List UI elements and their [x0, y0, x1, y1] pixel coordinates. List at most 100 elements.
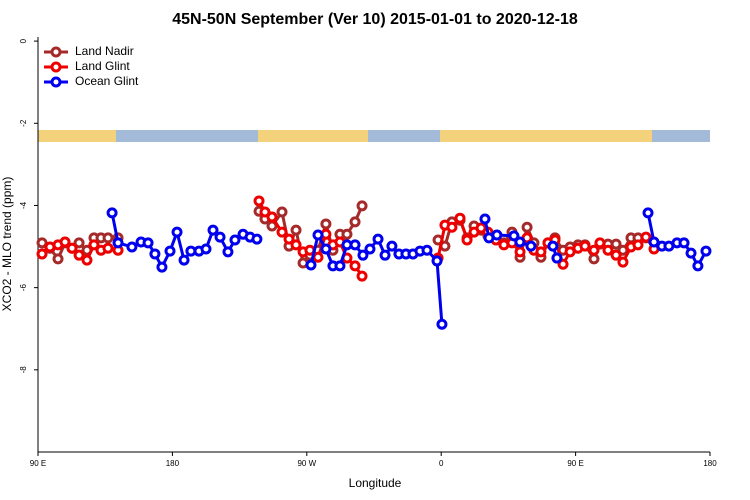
data-point — [356, 200, 368, 212]
data-point — [446, 221, 458, 233]
data-point — [59, 236, 71, 248]
data-point — [102, 242, 114, 254]
y-tick-label: -8 — [19, 366, 28, 374]
x-tick-label: 180 — [166, 459, 180, 468]
y-tick-label: 0 — [19, 38, 28, 43]
data-point — [610, 238, 622, 250]
data-point — [149, 248, 161, 260]
data-point — [632, 239, 644, 251]
data-point — [229, 234, 241, 246]
y-tick-label: -6 — [19, 284, 28, 292]
data-point — [372, 233, 384, 245]
x-tick-label: 0 — [439, 459, 444, 468]
data-point — [525, 240, 537, 252]
data-point — [588, 244, 600, 256]
data-point — [678, 237, 690, 249]
data-point — [514, 236, 526, 248]
data-point — [594, 237, 606, 249]
legend-marker — [50, 61, 62, 73]
data-point — [178, 254, 190, 266]
data-point — [66, 242, 78, 254]
data-point — [588, 253, 600, 265]
legend-marker — [50, 46, 62, 58]
legend-label: Ocean Glint — [75, 74, 139, 88]
data-point — [557, 258, 569, 270]
land-band — [258, 130, 368, 142]
data-point — [164, 245, 176, 257]
data-point — [547, 240, 559, 252]
data-point — [521, 221, 533, 233]
data-point — [479, 213, 491, 225]
data-point — [349, 216, 361, 228]
data-point — [222, 246, 234, 258]
data-point — [156, 261, 168, 273]
data-point — [685, 247, 697, 259]
x-tick-label: 90 E — [567, 459, 583, 468]
x-axis-label: Longitude — [349, 476, 402, 490]
chart-title: 45N-50N September (Ver 10) 2015-01-01 to… — [172, 11, 578, 28]
data-point — [259, 206, 271, 218]
land-band — [38, 130, 116, 142]
y-tick-label: -4 — [19, 201, 28, 209]
series — [106, 207, 712, 330]
data-point — [491, 229, 503, 241]
data-point — [356, 270, 368, 282]
data-point — [508, 230, 520, 242]
legend-marker — [50, 76, 62, 88]
data-point — [617, 256, 629, 268]
y-axis-label: XCO2 - MLO trend (ppm) — [0, 177, 14, 312]
data-point — [431, 255, 443, 267]
data-point — [106, 207, 118, 219]
y-tick-label: -2 — [19, 119, 28, 127]
data-point — [700, 245, 712, 257]
data-point — [266, 211, 278, 223]
data-point — [454, 212, 466, 224]
data-point — [312, 229, 324, 241]
data-point — [642, 207, 654, 219]
x-tick-label: 90 W — [297, 459, 316, 468]
data-point — [73, 237, 85, 249]
data-point — [112, 237, 124, 249]
data-point — [349, 260, 361, 272]
data-point — [290, 224, 302, 236]
land-band — [440, 130, 652, 142]
data-point — [73, 249, 85, 261]
data-point — [421, 244, 433, 256]
data-point — [334, 260, 346, 272]
data-point — [276, 226, 288, 238]
x-tick-label: 180 — [703, 459, 717, 468]
data-point — [320, 243, 332, 255]
data-point — [253, 195, 265, 207]
data-point — [171, 226, 183, 238]
data-point — [341, 228, 353, 240]
data-point — [461, 234, 473, 246]
data-point — [357, 249, 369, 261]
data-point — [648, 236, 660, 248]
data-point — [610, 249, 622, 261]
data-point — [436, 318, 448, 330]
data-point — [305, 259, 317, 271]
data-point — [602, 244, 614, 256]
data-point — [551, 252, 563, 264]
data-point — [102, 232, 114, 244]
data-point — [36, 248, 48, 260]
data-point — [283, 233, 295, 245]
legend-label: Land Glint — [75, 59, 130, 73]
data-point — [386, 240, 398, 252]
data-point — [290, 239, 302, 251]
data-point — [36, 237, 48, 249]
data-point — [535, 246, 547, 258]
data-point — [142, 237, 154, 249]
data-point — [276, 206, 288, 218]
data-point — [52, 253, 64, 265]
data-point — [364, 243, 376, 255]
data-point — [349, 239, 361, 251]
data-point — [379, 249, 391, 261]
map-strip — [38, 130, 710, 142]
data-point — [514, 246, 526, 258]
data-point — [312, 251, 324, 263]
data-point — [214, 231, 226, 243]
data-point — [640, 231, 652, 243]
